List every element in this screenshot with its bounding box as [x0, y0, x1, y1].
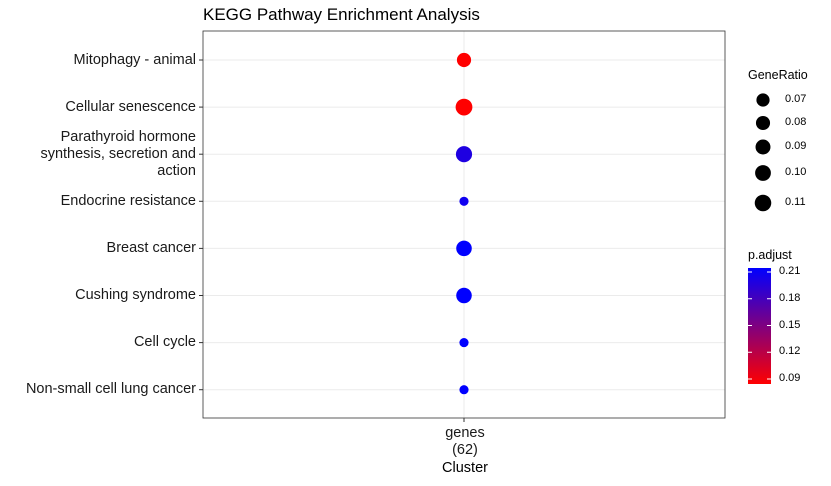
y-tick-label: Parathyroid hormone synthesis, secretion… — [40, 128, 196, 179]
size-legend-title: GeneRatio — [748, 68, 808, 82]
size-legend-key — [756, 93, 770, 107]
size-legend-key — [754, 194, 772, 212]
data-point — [459, 338, 469, 348]
color-legend-label: 0.18 — [779, 291, 801, 304]
y-tick-label: Breast cancer — [106, 239, 196, 256]
y-tick-label: Cushing syndrome — [75, 287, 196, 303]
y-tick-label: Mitophagy - animal — [73, 51, 197, 68]
color-legend-label: 0.21 — [779, 265, 801, 277]
y-tick-label: Non-small cell lung cancer — [25, 381, 196, 398]
size-legend-key — [755, 165, 771, 181]
data-point — [456, 52, 472, 68]
size-legend-key — [755, 139, 771, 155]
data-point — [459, 196, 469, 206]
y-tick-label: Cellular senescence — [65, 98, 196, 115]
size-legend-label: 0.11 — [785, 196, 806, 208]
color-legend-bar — [748, 268, 771, 384]
size-legend-label: 0.08 — [785, 116, 807, 128]
color-legend-label: 0.12 — [779, 345, 801, 358]
color-legend-title: p.adjust — [748, 248, 792, 262]
size-legend-label: 0.09 — [785, 140, 807, 152]
size-legend-label: 0.10 — [785, 166, 807, 178]
size-legend-label: 0.07 — [785, 93, 807, 105]
x-tick-label: genes (62) — [445, 425, 485, 458]
data-point — [455, 98, 473, 116]
data-point — [456, 287, 472, 304]
x-axis-label: Cluster — [442, 460, 488, 476]
size-legend-key — [755, 115, 771, 131]
color-legend-label: 0.09 — [779, 372, 801, 384]
chart-title: KEGG Pathway Enrichment Analysis — [203, 5, 480, 24]
y-tick-label: Cell cycle — [133, 334, 196, 351]
data-point — [455, 146, 473, 163]
y-tick-label: Endocrine resistance — [60, 192, 196, 209]
data-point — [459, 385, 469, 395]
data-point — [456, 240, 472, 257]
color-legend-label: 0.15 — [779, 318, 801, 331]
